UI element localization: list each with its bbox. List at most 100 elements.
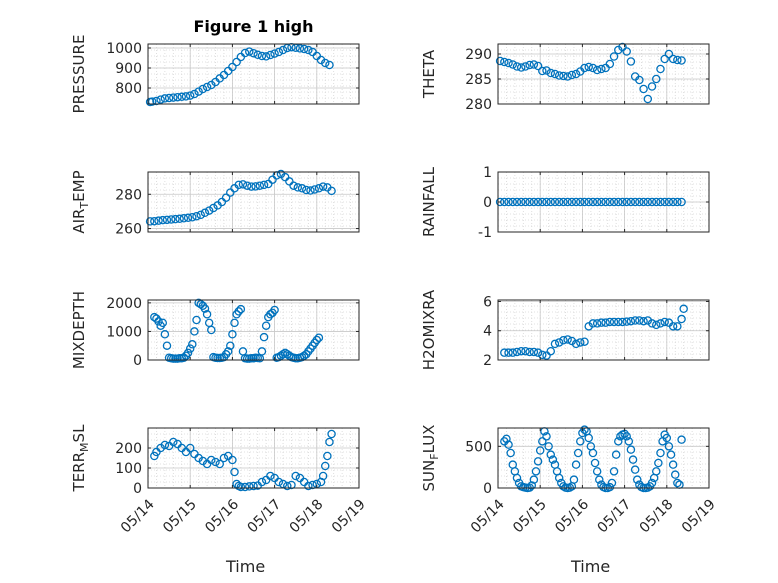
data-point [192,315,201,325]
data-point [635,197,644,207]
data-point [533,348,543,357]
data-point [571,69,581,79]
data-point [521,346,530,356]
data-point [164,93,174,103]
data-point [512,473,522,483]
data-point [652,197,661,207]
data-point [230,318,239,328]
data-point [550,197,560,207]
data-point [647,82,657,91]
data-point [185,91,195,100]
data-point [504,197,513,207]
x-axis-title-left: Time [226,557,266,576]
data-point [538,197,547,207]
chart-title: Figure 1 high [194,17,314,36]
data-point [327,429,336,439]
data-point [531,467,541,476]
data-point [554,473,564,483]
data-point [238,180,248,189]
data-point [668,54,678,64]
data-point [635,75,644,85]
y-tick-label: 2000 [106,296,142,312]
y-tick-label: 280 [465,97,492,113]
data-point [318,471,328,481]
data-point [162,341,172,350]
data-point [312,335,322,345]
data-point [626,316,636,326]
data-point [639,316,648,326]
data-point [618,42,627,52]
data-point [614,197,623,207]
data-point [318,182,328,191]
data-point [152,96,161,106]
data-point [188,340,197,349]
data-point [597,318,606,327]
y-tick-label: -1 [478,225,492,241]
data-point [228,455,237,465]
x-tick-label: 05/18 [287,496,327,536]
data-point [274,352,284,362]
data-point [630,316,640,325]
data-point [673,322,682,331]
data-point [639,84,648,94]
data-point [611,450,621,459]
axes-terr_msl: 0 100 200 05/14 05/15 05/16 05/17 05/18 05/19 TER… [70,424,369,536]
data-point [253,50,262,60]
data-point [200,208,210,218]
data-point [207,325,216,335]
data-point [245,47,254,56]
data-point [508,197,518,207]
data-point [190,89,199,99]
data-point [679,304,688,314]
data-point [626,197,636,207]
data-point [325,437,334,447]
data-point [506,448,515,458]
data-point [538,437,547,446]
data-point [283,350,292,359]
data-point [236,482,246,492]
axes-mixdepth: 0 1000 2000 MIXDEPTH [70,291,360,369]
data-point [643,94,653,104]
y-tick-label: 0 [483,481,492,497]
data-point [175,214,184,224]
data-point [673,55,682,65]
data-point [280,348,290,358]
x-tick-label: 05/18 [637,496,677,536]
data-point [200,304,210,313]
data-point [664,197,674,207]
data-point [525,197,534,207]
data-point [147,97,157,106]
data-point [656,64,665,74]
data-point [183,348,193,358]
data-point [150,312,159,322]
data-point [314,333,324,342]
data-point [247,182,256,191]
data-point [609,197,619,207]
data-point [162,215,172,225]
data-point [548,455,558,464]
data-point [605,482,615,492]
data-point [257,51,267,61]
y-tick-label: 280 [115,187,142,203]
data-point [573,448,583,458]
data-point [597,64,606,74]
data-point [185,443,195,453]
x-tick-label: 05/17 [595,496,635,536]
data-point [283,481,292,491]
y-tick-label: 2 [483,353,492,369]
data-point [673,478,682,488]
data-point [542,432,551,441]
data-point [502,434,511,444]
data-point [584,62,593,72]
data-point [647,319,657,328]
data-point [580,197,589,207]
data-point [601,318,610,327]
data-point [512,62,522,71]
y-axis-label: THETA [420,49,438,99]
data-point [188,213,197,222]
data-point [202,82,212,92]
data-point [554,338,564,347]
data-point [670,470,680,479]
data-point [580,337,589,346]
